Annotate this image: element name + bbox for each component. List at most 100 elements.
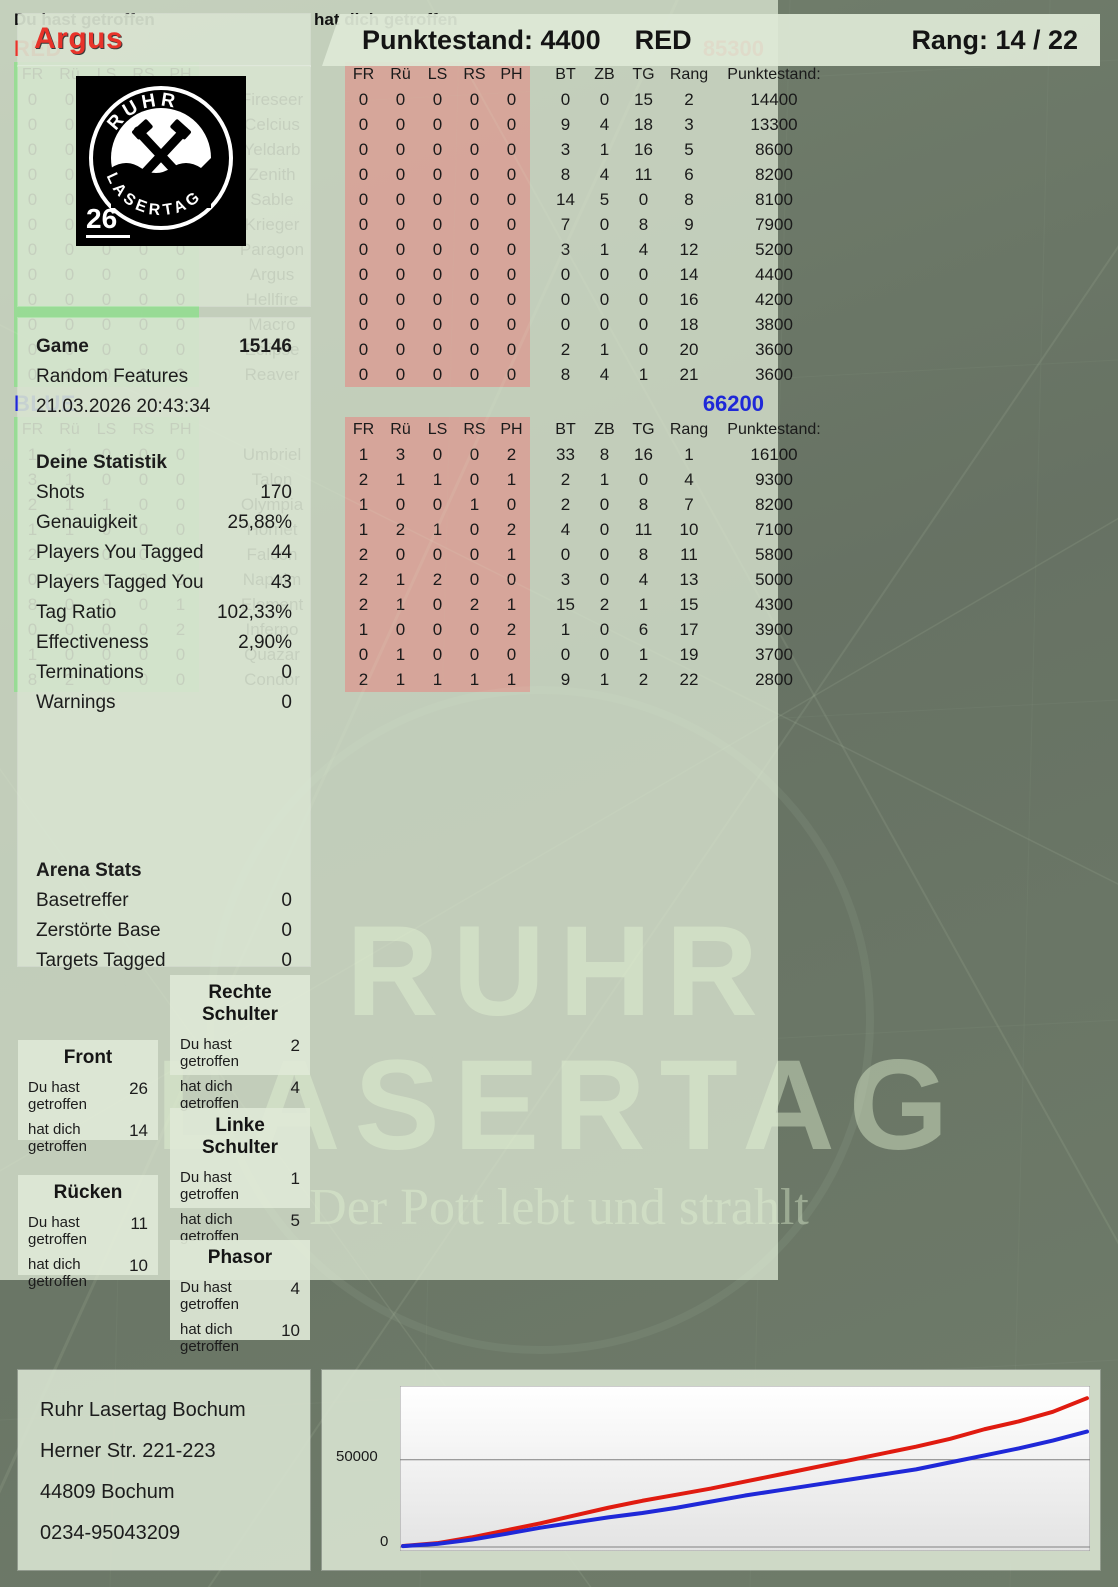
cell-rank: 3 — [684, 114, 694, 134]
cell-spacer — [530, 87, 546, 112]
cell-hityou-RS: 0 — [456, 337, 493, 362]
cell-rank: 15 — [679, 594, 699, 614]
cell-hityou-RS: 0 — [456, 567, 493, 592]
bodypart-phasor: Phasor Du hast getroffen 4 hat dich getro… — [170, 1240, 310, 1355]
cell-hityou-RS: 0 — [456, 642, 493, 667]
cell-hityou-LS: 0 — [419, 642, 456, 667]
cell-points: 9300 — [755, 469, 793, 489]
cell-spacer — [530, 667, 546, 692]
cell-hityou-PH: 0 — [493, 287, 530, 312]
cell-hityou-LS: 0 — [419, 137, 456, 162]
cell-rank: 21 — [679, 364, 699, 384]
cell-rank: 10 — [679, 519, 699, 539]
cell-ZB: 0 — [599, 89, 610, 109]
cell-ZB: 4 — [599, 364, 610, 384]
bodypart-hit-label: Du hast getroffen — [180, 1279, 239, 1313]
team-total-score: 66200 — [702, 391, 764, 416]
cell-hityou-PH: 0 — [493, 362, 530, 387]
stat-value: 0 — [281, 692, 292, 713]
cell-hityou-FR: 1 — [345, 492, 382, 517]
cell-hityou-LS: 0 — [419, 492, 456, 517]
stat-row: Effectiveness 2,90% — [36, 628, 292, 658]
cell-points: 8200 — [755, 164, 793, 184]
stat-label: Players You Tagged — [36, 542, 204, 563]
cell-ZB: 0 — [599, 314, 610, 334]
cell-TG: 0 — [638, 314, 649, 334]
bodypart-hit-value: 11 — [130, 1214, 148, 1233]
cell-hityou-FR: 0 — [345, 137, 382, 162]
cell-BT: 2 — [560, 469, 571, 489]
cell-TG: 2 — [638, 669, 649, 689]
col-header-hityou-PH: PH — [493, 62, 530, 87]
score-line-chart — [400, 1386, 1090, 1551]
cell-BT: 15 — [556, 594, 575, 614]
col-header-ZB: ZB — [594, 420, 615, 438]
col-header-hityou-RS: RS — [456, 62, 493, 87]
cell-points: 7900 — [755, 214, 793, 234]
cell-hityou-FR: 0 — [345, 87, 382, 112]
cell-hityou-FR: 0 — [345, 642, 382, 667]
stat-row: Players Tagged You 43 — [36, 568, 292, 598]
cell-hityou-PH: 0 — [493, 567, 530, 592]
stat-value: 44 — [270, 542, 292, 563]
logo-number: 26 — [86, 205, 130, 238]
cell-rank: 9 — [684, 214, 694, 234]
cell-hityou-Rü: 0 — [382, 262, 419, 287]
cell-hityou-PH: 0 — [493, 312, 530, 337]
cell-hityou-LS: 2 — [419, 567, 456, 592]
cell-BT: 33 — [556, 444, 575, 464]
bodypart-hit-value: 26 — [129, 1079, 148, 1098]
cell-hityou-PH: 1 — [493, 467, 530, 492]
personal-stats-title-text: Deine Statistik — [36, 452, 167, 473]
cell-TG: 8 — [638, 214, 649, 234]
col-header-BT: BT — [555, 420, 576, 438]
cell-ZB: 1 — [599, 339, 610, 359]
cell-hityou-FR: 2 — [345, 592, 382, 617]
col-header-BT: BT — [555, 65, 576, 83]
cell-hityou-FR: 2 — [345, 467, 382, 492]
col-header-hityou-FR: FR — [345, 62, 382, 87]
stat-label: Warnings — [36, 692, 116, 713]
cell-TG: 8 — [638, 494, 649, 514]
cell-BT: 0 — [560, 644, 571, 664]
cell-hityou-Rü: 0 — [382, 187, 419, 212]
cell-hityou-LS: 1 — [419, 517, 456, 542]
bodypart-gothit-value: 10 — [129, 1256, 148, 1275]
club-logo: RUHR LASERTAG 26 — [76, 76, 246, 246]
game-row: Game 15146 — [36, 332, 292, 362]
cell-BT: 8 — [560, 364, 571, 384]
cell-rank: 19 — [679, 644, 699, 664]
cell-TG: 11 — [634, 519, 653, 539]
cell-hityou-FR: 0 — [345, 337, 382, 362]
cell-ZB: 0 — [599, 569, 610, 589]
cell-hityou-Rü: 0 — [382, 212, 419, 237]
cell-hityou-Rü: 0 — [382, 492, 419, 517]
cell-spacer — [530, 492, 546, 517]
cell-hityou-RS: 0 — [456, 187, 493, 212]
cell-rank: 22 — [679, 669, 699, 689]
cell-points: 8600 — [755, 139, 793, 159]
cell-BT: 3 — [560, 569, 571, 589]
cell-spacer — [530, 137, 546, 162]
bodypart-gothit-value: 5 — [290, 1211, 300, 1230]
chart-area: 50000 0 — [336, 1380, 1090, 1560]
cell-TG: 1 — [638, 364, 649, 384]
arena-stat-row: Targets Tagged 0 — [36, 946, 292, 976]
bodypart-gothit-label: hat dich getroffen — [28, 1121, 87, 1155]
cell-points: 4400 — [755, 264, 793, 284]
bodypart-hit-label: Du hast getroffen — [180, 1036, 239, 1070]
cell-hityou-LS: 0 — [419, 212, 456, 237]
cell-hityou-FR: 1 — [345, 517, 382, 542]
player-name: Argus — [34, 22, 124, 55]
col-header-points: Punktestand: — [727, 420, 821, 438]
cell-spacer — [530, 312, 546, 337]
col-header-TG: TG — [632, 420, 655, 438]
stat-label: Shots — [36, 482, 85, 503]
cell-spacer — [530, 467, 546, 492]
cell-hityou-FR: 0 — [345, 187, 382, 212]
cell-TG: 0 — [638, 469, 649, 489]
player-name-panel: Argus — [18, 14, 310, 66]
cell-TG: 15 — [634, 89, 653, 109]
cell-hityou-Rü: 2 — [382, 517, 419, 542]
